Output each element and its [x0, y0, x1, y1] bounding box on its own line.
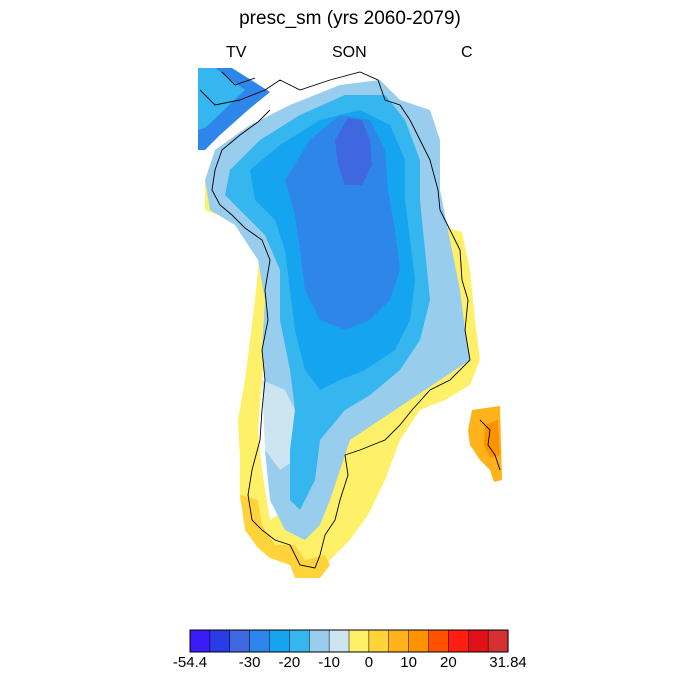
colorbar-cell: [487, 629, 509, 653]
colorbar-cell: [229, 629, 251, 653]
colorbar-cell: [249, 629, 271, 653]
label-right: C: [461, 44, 473, 61]
colorbar-tick-label: -30: [238, 654, 261, 671]
colorbar-tick-label: -54.4: [172, 654, 208, 671]
east-island-inner: [484, 420, 500, 458]
band-core: [335, 118, 372, 185]
colorbar-cell: [388, 629, 410, 653]
label-left: TV: [226, 44, 247, 61]
colorbar-tick-label: 31.84: [489, 654, 527, 671]
colorbar-cell: [468, 629, 489, 653]
colorbar-cell: [209, 629, 231, 653]
label-center: SON: [332, 44, 367, 61]
colorbar-cell: [328, 629, 350, 653]
colorbar-tick-label: -20: [278, 654, 301, 671]
map-title: presc_sm (yrs 2060-2079): [239, 8, 461, 29]
colorbar-cell: [448, 629, 469, 653]
coastline: [199, 71, 501, 569]
colorbar-cell: [408, 629, 430, 653]
band-deepblue: [285, 115, 400, 330]
colorbar-tick-label: -10: [318, 654, 340, 671]
colorbar-tick-label: 0: [364, 654, 374, 671]
colorbar-cell: [428, 629, 449, 653]
colorbar-cell: [309, 629, 330, 653]
precip-field: [198, 68, 502, 578]
colorbar-cell: [189, 629, 211, 653]
colorbar-cell: [348, 629, 370, 653]
colorbar-cell: [269, 629, 290, 653]
colorbar-cell: [368, 629, 390, 653]
colorbar-frame: [189, 629, 509, 653]
colorbar-tick-label: 20: [440, 654, 457, 671]
colorbar-cell: [289, 629, 310, 653]
colorbar-tick-label: 10: [400, 654, 417, 671]
